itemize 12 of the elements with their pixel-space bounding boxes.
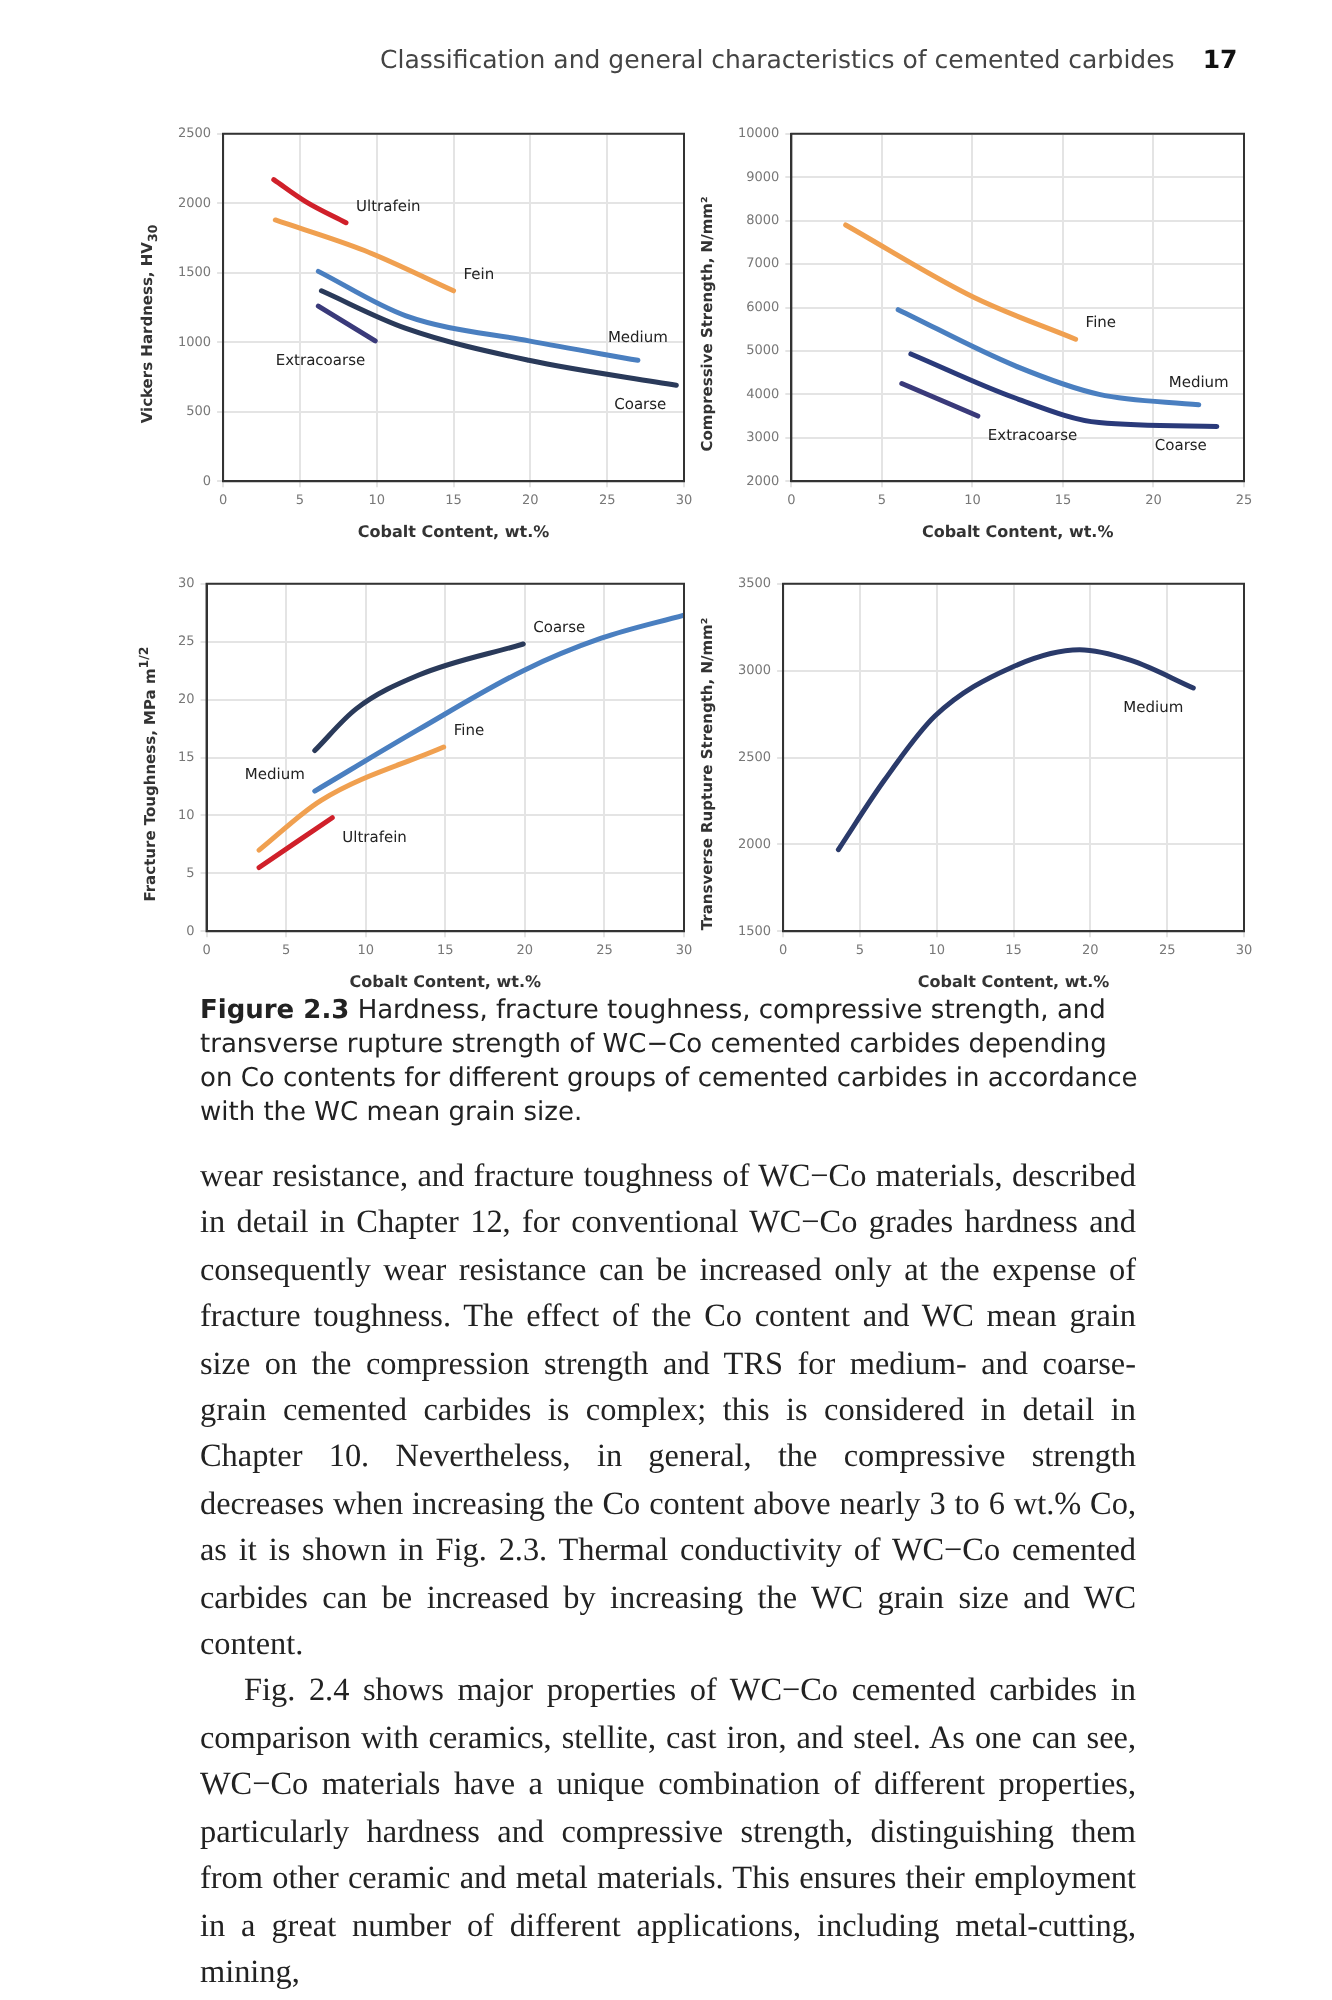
line-series <box>312 612 684 794</box>
x-axis-title: Cobalt Content, wt.% <box>357 522 550 541</box>
line-series <box>835 647 1196 853</box>
text: wear resistance, and fracture toughness of WC−Co materials, described in detail in Chapter 12, for conventional WC−Co grades hardness and consequently wear resistance can be increased only at the expense of fracture toughness. The effect of the Co content and WC mean grain size on the compression strength and TRS for medium- and coarse-grain cemented carbides is complex; this is considered in detail in Chapter 10. Nevertheless, in general, the compressive strength decreases when increasing the Co content above nearly 3 to 6 wt.% Co, as it is shown in Fig. 2.3. Thermal conductivity of WC−Co cemented carbides can be increased by increasing the WC grain size and WC content. <box>200 1158 1136 1663</box>
line-series <box>312 641 526 754</box>
x-axis-title: Cobalt Content, wt.% <box>917 972 1110 991</box>
caption: Figure 2.3 Hardness, fracture toughness, compressive strength, and transverse rupture strength of WC−Co cemented carbides depending on Co contents for different groups of cemented carbides in accordance with the WC mean grain size. <box>200 994 1140 1130</box>
text: Classification and general characteristics of cemented carbides <box>380 44 1175 74</box>
x-axis-title: Cobalt Content, wt.% <box>349 972 542 991</box>
text: 17 <box>1202 44 1238 74</box>
x-axis-title: Cobalt Content, wt.% <box>921 522 1114 541</box>
caption: Fig. 2.4 shows major properties of WC−Co cemented carbides in comparison with ceramics, stellite, cast iron, and steel. As one can see, WC−Co materials have a unique combination of different properties, particularly hardness and compressive strength, distinguishing them from other ceramic and metal materials. This ensures their employment in a great number of different applications, including metal-cutting, mining, <box>200 1670 1136 1994</box>
